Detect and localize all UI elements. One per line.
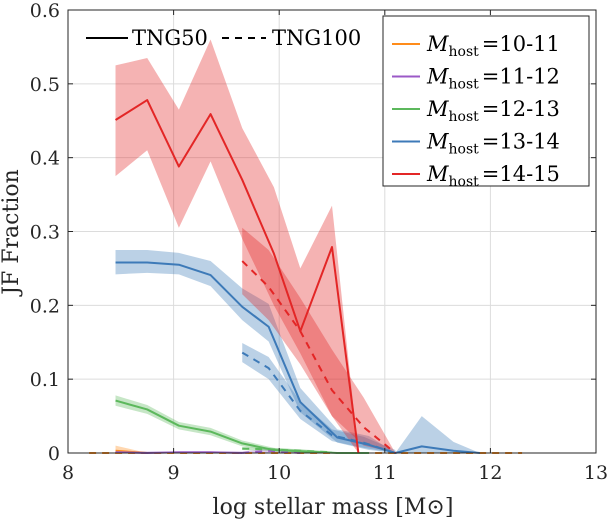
x-tick-label: 10 [267,462,291,484]
legend-label-m: M [426,130,449,154]
x-tick-label: 12 [478,462,502,484]
legend-label-m: M [426,162,449,186]
legend-label-sub: host [449,109,480,125]
line-dashed-series-2 [242,447,333,454]
y-tick-label: 0.2 [30,295,60,317]
y-tick-label: 0.1 [30,369,60,391]
legend-label-sub: host [449,77,480,93]
line-dashed-series-4 [241,260,396,454]
legend-label-range: =13-14 [482,130,560,154]
band-dashed-series-3 [242,342,396,453]
style-legend-dashed-label: TNG100 [272,26,361,50]
line-dashed-series-1 [242,449,301,454]
line-solid-series-4 [114,99,360,454]
legend-label-range: =12-13 [482,97,560,121]
legend-label-sub: host [449,142,480,158]
style-legend-solid-label: TNG50 [132,26,208,50]
legend-label-range: =14-15 [482,162,560,186]
line-dashed-series-3 [241,351,396,454]
band-solid-series-2 [115,395,369,453]
legend-label: Mhost =10-11 [426,32,560,60]
legend-label: Mhost =11-12 [426,65,560,93]
x-tick-label: 13 [584,462,608,484]
y-tick-label: 0.4 [30,148,60,170]
legend-label-range: =10-11 [482,32,560,56]
legend-label-m: M [426,65,449,89]
legend-label: Mhost =13-14 [426,130,560,158]
style-legend: TNG50 TNG100 [86,26,361,50]
line-solid-series-3 [115,261,480,454]
y-tick-label: 0 [48,443,60,465]
legend-label: Mhost =12-13 [426,97,560,125]
band-solid-series-4 [115,39,359,454]
y-axis-label: JF Fraction [0,169,24,297]
legend-label-m: M [426,97,449,121]
y-tick-label: 0.6 [30,0,60,22]
band-dashed-series-4 [242,227,396,453]
legend-label-sub: host [449,44,480,60]
y-tick-label: 0.3 [30,222,60,244]
x-tick-label: 8 [62,462,74,484]
legend-label: Mhost =14-15 [426,162,560,190]
y-tick-label: 0.5 [30,74,60,96]
x-tick-label: 11 [373,462,397,484]
legend-label-m: M [426,32,449,56]
x-tick-label: 9 [168,462,180,484]
legend-label-sub: host [449,174,480,190]
axis-ticks: 8 9 10 11 12 13 0 0.1 0.2 0.3 0.4 0.5 0.6 [30,0,608,484]
band-solid-series-3 [115,249,480,453]
x-axis-label: log stellar mass [M⊙] [213,495,454,520]
legend-label-range: =11-12 [482,65,560,89]
